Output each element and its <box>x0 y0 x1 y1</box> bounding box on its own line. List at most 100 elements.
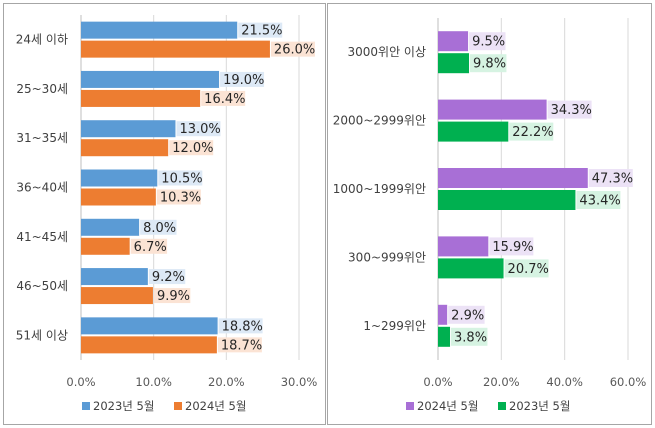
bar <box>81 21 238 39</box>
category-label: 25~30세 <box>16 82 68 96</box>
x-tick-label: 40.0% <box>546 375 583 389</box>
data-label-background <box>220 71 265 87</box>
right-bars <box>438 31 588 347</box>
data-label: 6.7% <box>134 240 167 255</box>
data-label-background <box>176 121 221 137</box>
right-tick-labels: 0.0% 20.0% 40.0% 60.0% <box>423 375 646 389</box>
data-label-background <box>448 305 485 324</box>
x-tick-label: 0.0% <box>423 375 452 389</box>
bar <box>81 188 156 206</box>
category-label: 46~50세 <box>16 279 68 293</box>
data-label-background <box>504 259 549 278</box>
legend-swatch <box>174 402 182 410</box>
bar <box>438 190 576 210</box>
right-chart-border <box>327 3 652 425</box>
bar <box>81 268 148 286</box>
bar <box>438 31 469 52</box>
left-legend: 2023년 5월 2024년 5월 <box>82 399 246 413</box>
category-label: 24세 이하 <box>16 33 68 47</box>
data-label-background <box>469 32 506 51</box>
legend-label: 2023년 5월 <box>509 399 570 413</box>
data-label: 43.4% <box>579 194 620 209</box>
data-label: 8.0% <box>143 221 176 236</box>
left-data-labels: 21.5% 26.0% 19.0% 16.4% 13.0% 12.0% 10.5% 10.3%… <box>130 22 315 353</box>
bar <box>438 121 509 142</box>
spending-range-bar-chart: 9.5% 9.8% 34.3% 22.2% 47.3% 43.4% 15.9% 20.7% 2.… <box>333 18 646 413</box>
data-label: 26.0% <box>274 43 315 58</box>
data-label: 3.8% <box>454 330 487 345</box>
age-group-bar-chart: 21.5% 26.0% 19.0% 16.4% 13.0% 12.0% 10.5% 10.3%… <box>16 15 317 413</box>
category-label: 31~35세 <box>16 131 68 145</box>
data-label: 13.0% <box>179 122 220 137</box>
category-label: 36~40세 <box>16 181 68 195</box>
x-tick-label: 0.0% <box>66 375 95 389</box>
data-label: 9.9% <box>157 289 190 304</box>
bar <box>81 169 158 187</box>
data-label: 9.2% <box>152 270 185 285</box>
data-label-background <box>576 191 621 209</box>
data-label: 9.5% <box>472 35 505 50</box>
data-label-background <box>148 269 186 285</box>
legend-swatch <box>406 402 414 410</box>
data-label: 22.2% <box>512 125 553 140</box>
bar <box>438 326 451 347</box>
category-label: 51세 이상 <box>16 328 68 342</box>
bar <box>438 236 489 257</box>
bar <box>81 336 217 354</box>
data-label-background <box>588 169 633 187</box>
data-label: 10.5% <box>161 172 202 187</box>
bar <box>81 70 220 88</box>
x-tick-label: 60.0% <box>610 375 647 389</box>
data-label-background <box>130 238 168 254</box>
x-tick-label: 10.0% <box>135 375 172 389</box>
bar <box>438 304 448 325</box>
data-label-background <box>217 337 262 353</box>
category-label: 1000~1999위안 <box>333 182 426 196</box>
data-label-background <box>201 90 246 106</box>
right-gridlines <box>437 18 629 360</box>
data-label: 18.7% <box>221 338 262 353</box>
legend-label: 2024년 5월 <box>417 399 478 413</box>
data-label: 19.0% <box>223 73 264 88</box>
x-tick-label: 20.0% <box>483 375 520 389</box>
data-label-background <box>153 288 191 304</box>
data-label-background <box>470 54 507 73</box>
bar <box>81 218 140 236</box>
legend-label: 2024년 5월 <box>185 399 246 413</box>
category-label: 300~999위안 <box>348 250 426 264</box>
category-label: 41~45세 <box>16 230 68 244</box>
data-label-background <box>218 318 263 334</box>
legend-label: 2023년 5월 <box>93 399 154 413</box>
bar <box>438 258 504 279</box>
bar <box>81 317 218 335</box>
data-label: 18.8% <box>222 319 263 334</box>
bar <box>438 168 588 188</box>
data-label-background <box>547 100 592 119</box>
bar <box>81 120 176 138</box>
data-label-background <box>509 122 554 141</box>
data-label: 16.4% <box>204 92 245 107</box>
legend-swatch <box>82 402 90 410</box>
left-bars <box>81 21 270 354</box>
x-tick-label: 30.0% <box>281 375 318 389</box>
data-label: 9.8% <box>473 57 506 72</box>
right-data-labels: 9.5% 9.8% 34.3% 22.2% 47.3% 43.4% 15.9% 20.7% 2.… <box>448 32 633 346</box>
data-label: 20.7% <box>508 262 549 277</box>
bar <box>81 237 130 255</box>
bar <box>81 89 201 107</box>
data-label-background <box>140 219 177 235</box>
legend-swatch <box>498 402 506 410</box>
data-label: 12.0% <box>172 141 213 156</box>
left-tick-labels: 0.0% 10.0% 20.0% 30.0% <box>66 375 317 389</box>
bar <box>81 139 169 157</box>
x-tick-label: 20.0% <box>208 375 245 389</box>
right-category-labels: 3000위안 이상 2000~2999위안 1000~1999위안 300~999위안… <box>333 45 426 333</box>
category-label: 3000위안 이상 <box>347 45 426 59</box>
category-label: 2000~2999위안 <box>333 114 426 128</box>
bar <box>81 287 153 305</box>
data-label-background <box>169 140 214 156</box>
data-label-background <box>270 41 315 57</box>
data-label: 2.9% <box>451 308 484 323</box>
bar <box>438 53 470 74</box>
